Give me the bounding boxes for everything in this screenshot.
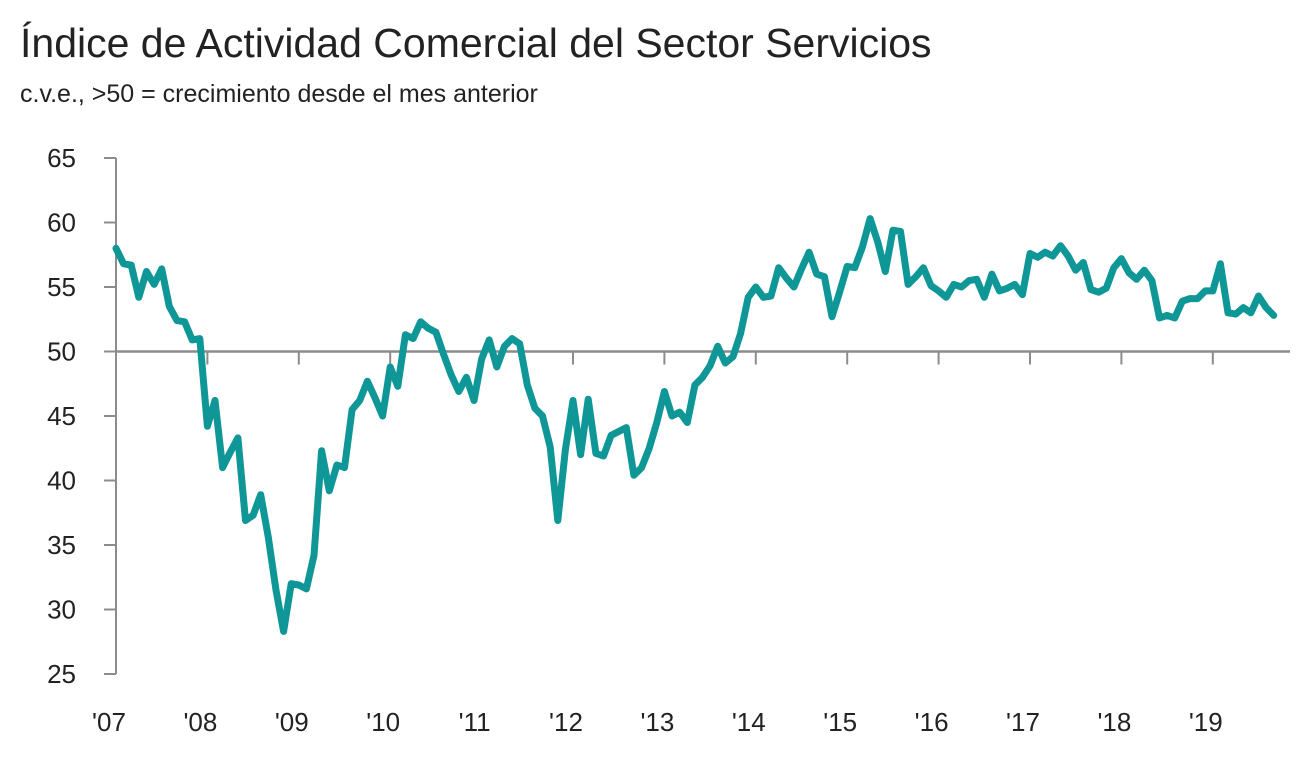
x-tick-label: '08 <box>183 707 217 737</box>
x-tick-label: '16 <box>915 707 949 737</box>
x-tick-label: '14 <box>732 707 766 737</box>
y-tick-label: 65 <box>47 143 76 173</box>
chart-title: Índice de Actividad Comercial del Sector… <box>20 20 932 66</box>
x-tick-label: '13 <box>640 707 674 737</box>
x-tick-label: '17 <box>1006 707 1040 737</box>
y-axis: 25 30 35 40 45 50 55 60 65 <box>47 143 117 689</box>
x-tick-label: '18 <box>1097 707 1131 737</box>
x-tick-label: '15 <box>823 707 857 737</box>
y-tick-label: 50 <box>47 337 76 367</box>
x-tick-label: '12 <box>549 707 583 737</box>
series-group <box>112 215 1278 635</box>
y-tick-label: 60 <box>47 208 76 238</box>
series-line <box>112 215 1278 635</box>
x-tick-label: '11 <box>459 707 491 737</box>
y-tick-label: 25 <box>47 659 76 689</box>
y-tick-label: 45 <box>47 401 76 431</box>
x-axis: '07 '08 '09 '10 '11 '12 '13 '14 '15 '16 '17 '18 '19 <box>92 351 1223 737</box>
x-tick-label: '07 <box>92 707 126 737</box>
chart-subtitle: c.v.e., >50 = crecimiento desde el mes a… <box>20 80 538 108</box>
y-tick-label: 30 <box>47 595 76 625</box>
x-tick-label: '10 <box>366 707 400 737</box>
x-tick-label: '09 <box>275 707 309 737</box>
x-tick-label: '19 <box>1189 707 1223 737</box>
y-tick-label: 55 <box>47 272 76 302</box>
y-tick-label: 35 <box>47 530 76 560</box>
y-tick-label: 40 <box>47 466 76 496</box>
